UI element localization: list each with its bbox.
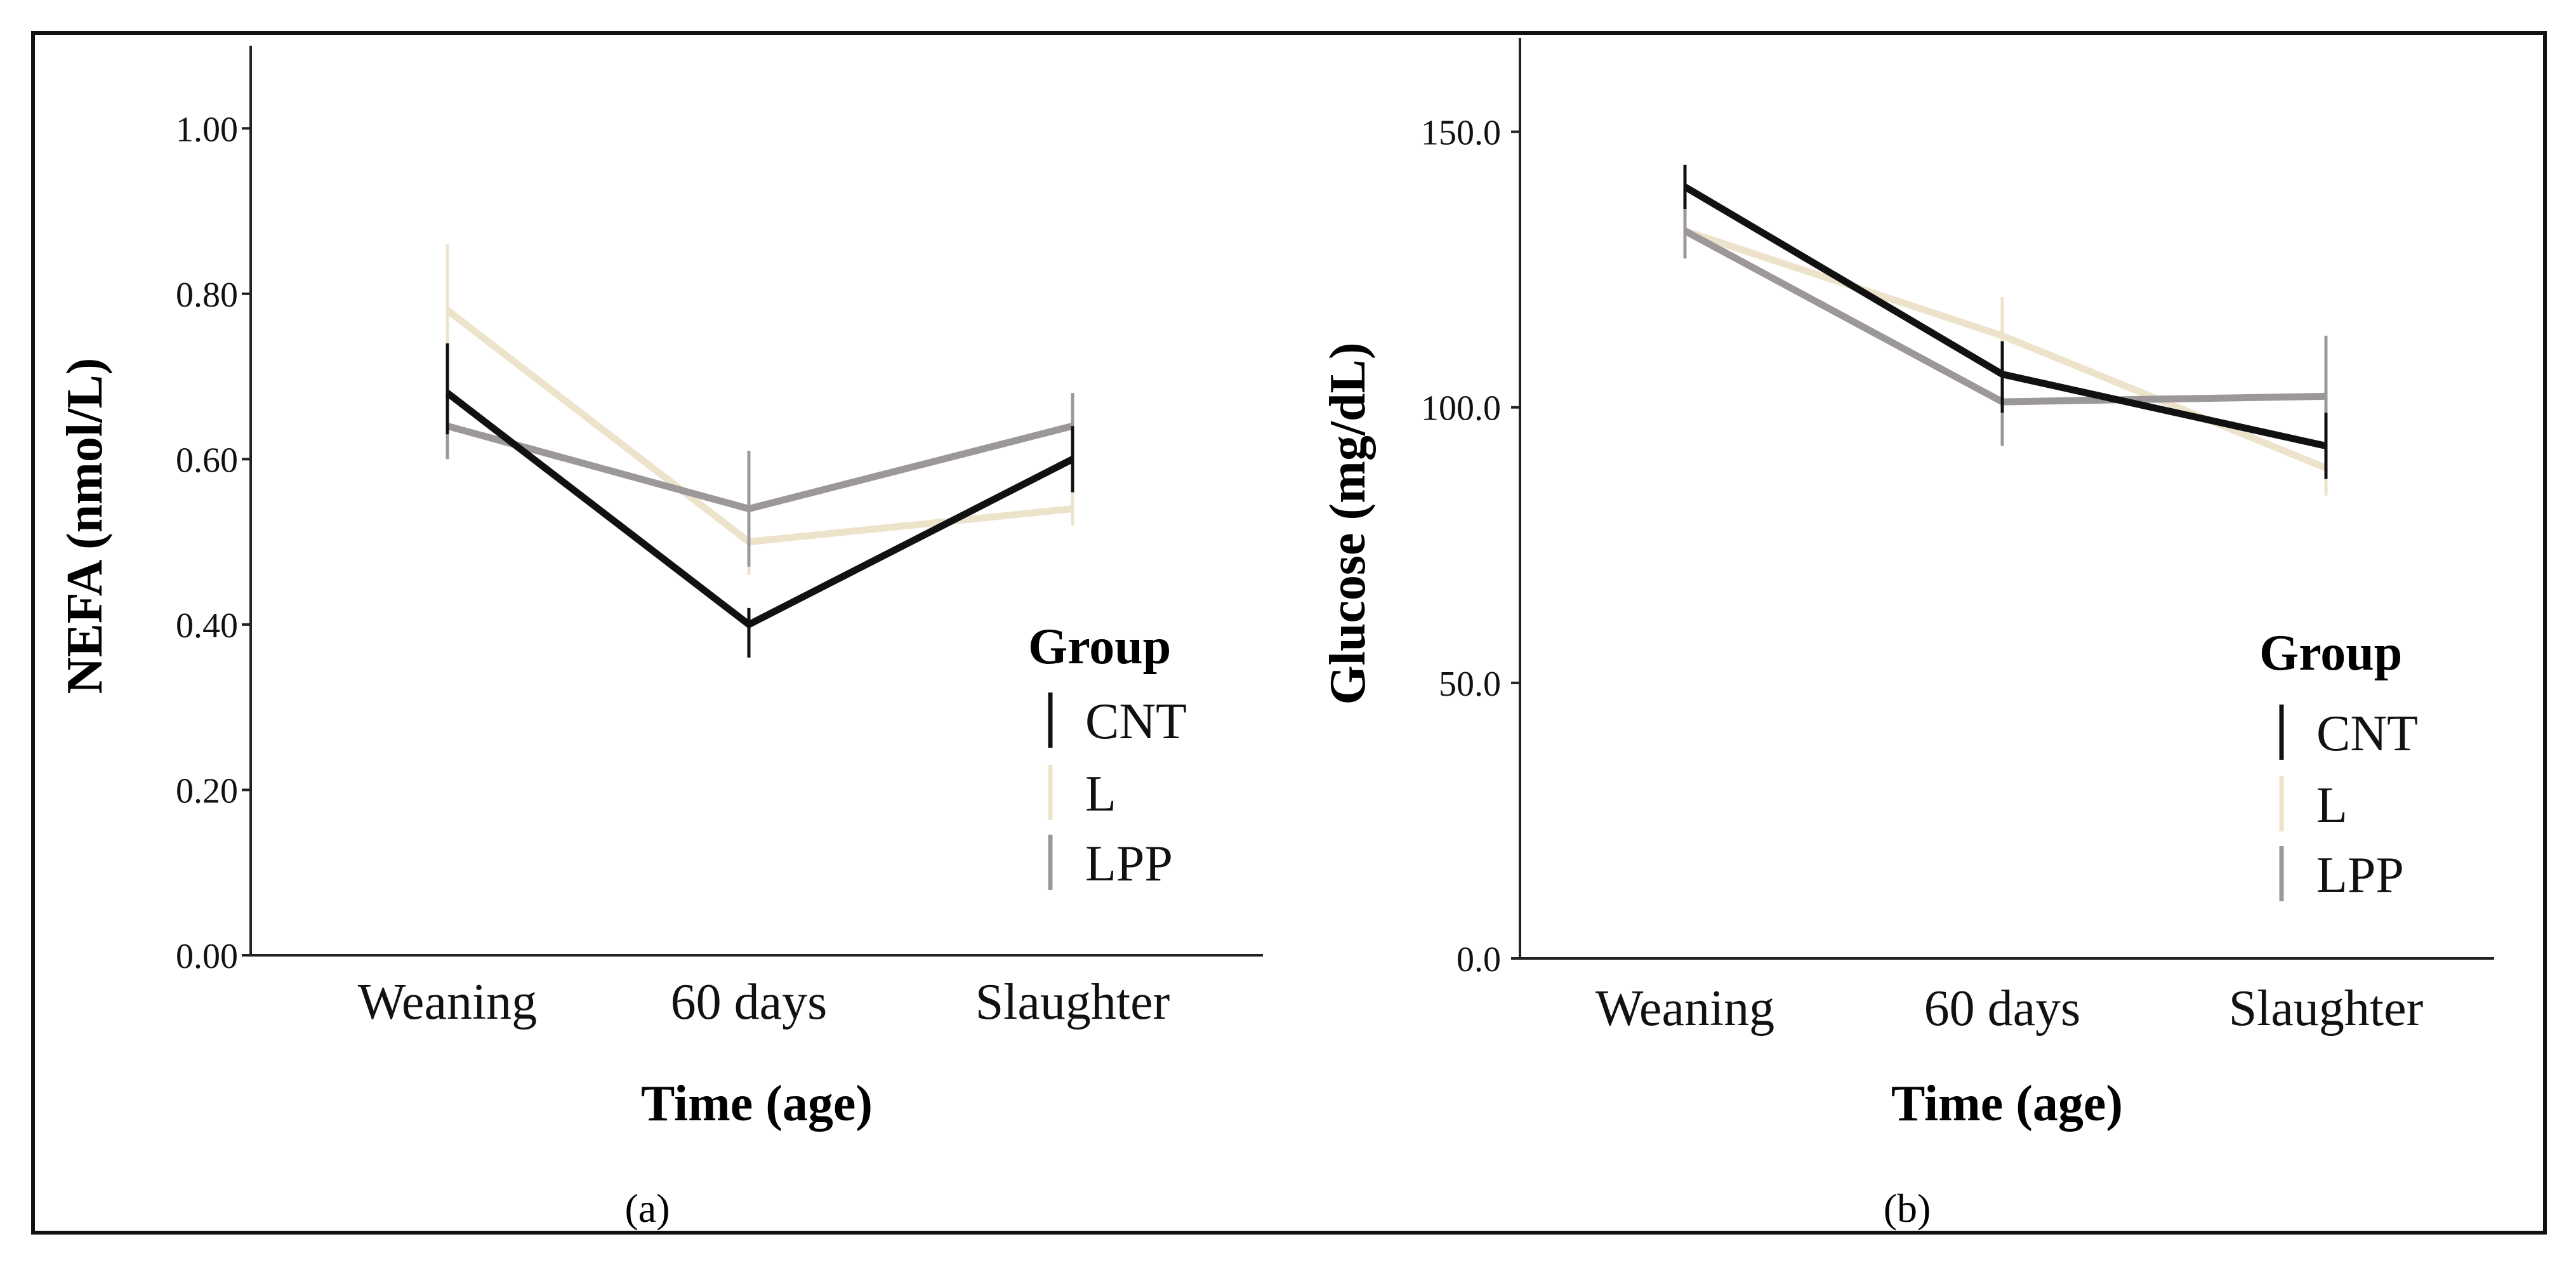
y-tick-label: 50.0 [1439, 665, 1501, 704]
series-group [445, 244, 1074, 658]
legend-label-l: L [2316, 778, 2348, 833]
legend: CNT L LPP [2279, 705, 2418, 903]
x-tick-labels: Weaning 60 days Slaughter [1595, 981, 2423, 1037]
y-tick-label: 1.00 [176, 110, 238, 149]
legend-label-lpp: LPP [2316, 847, 2404, 903]
legend-title: Group [1028, 619, 1171, 675]
x-tick-label: 60 days [1924, 981, 2081, 1037]
y-gridticks: 0.00 0.20 0.40 0.60 0.80 1.00 [176, 110, 251, 976]
y-tick-label: 0.20 [176, 771, 238, 811]
y-tick-label: 0.60 [176, 441, 238, 480]
x-tick-labels: Weaning 60 days Slaughter [358, 974, 1170, 1030]
y-tick-label: 100.0 [1421, 389, 1501, 428]
panel-b: 0.0 50.0 100.0 150.0 Weaning 60 days Slaughte… [1320, 38, 2494, 1231]
y-tick-label: 0.80 [176, 275, 238, 315]
y-gridticks: 0.0 50.0 100.0 150.0 [1421, 114, 1520, 979]
figure-frame [31, 31, 2547, 1235]
y-tick-label: 0.00 [176, 937, 238, 976]
y-tick-label: 150.0 [1421, 114, 1501, 153]
x-axis-label: Time (age) [641, 1076, 873, 1132]
series-cnt [445, 343, 1074, 658]
x-tick-label: Slaughter [975, 974, 1170, 1030]
x-tick-label: Slaughter [2229, 981, 2424, 1037]
series-line-cnt [445, 390, 1074, 629]
legend-label-lpp: LPP [1085, 836, 1173, 892]
panel-a: 0.00 0.20 0.40 0.60 0.80 1.00 Weaning 60 days S… [57, 46, 1263, 1231]
panel-label: (a) [624, 1186, 670, 1231]
legend-label-cnt: CNT [1085, 694, 1187, 750]
panel-label: (b) [1884, 1186, 1931, 1231]
x-axis-label: Time (age) [1891, 1076, 2123, 1132]
y-tick-label: 0.40 [176, 606, 238, 646]
y-axis-label: NEFA (nmol/L) [57, 358, 113, 694]
series-group [1683, 164, 2328, 496]
legend: CNT L LPP [1048, 692, 1187, 892]
legend-label-l: L [1085, 766, 1116, 822]
series-line-lpp [446, 422, 1074, 513]
x-tick-label: Weaning [1595, 981, 1774, 1037]
y-tick-label: 0.0 [1456, 940, 1501, 979]
series-cnt [1683, 164, 2328, 479]
x-tick-label: 60 days [671, 974, 828, 1030]
legend-title: Group [2259, 625, 2402, 681]
series-line-cnt [1683, 183, 2327, 449]
x-tick-label: Weaning [358, 974, 537, 1030]
legend-label-cnt: CNT [2316, 706, 2418, 762]
y-axis-label: Glucose (mg/dL) [1320, 342, 1376, 705]
